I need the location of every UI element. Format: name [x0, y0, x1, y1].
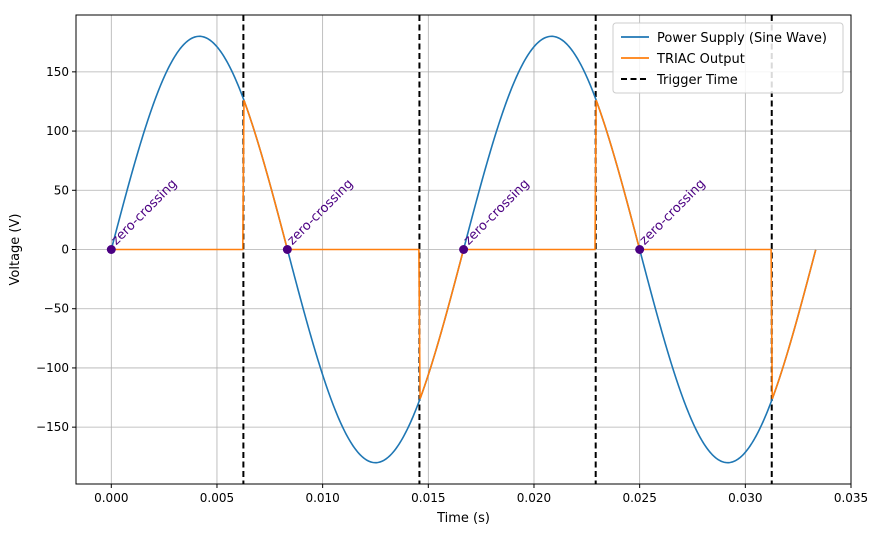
- x-tick-label: 0.005: [200, 491, 234, 505]
- zero-crossing-markers: zero-crossing zero-crossing zero-crossing z…: [106, 177, 709, 254]
- legend-label-trigger-time: Trigger Time: [656, 73, 738, 88]
- x-tick-label: 0.000: [94, 491, 128, 505]
- legend-box: [612, 22, 844, 94]
- legend: Power Supply (Sine Wave) TRIAC Output Tr…: [612, 22, 844, 94]
- zero-crossing-label: zero-crossing: [637, 177, 709, 249]
- y-tick-label: 100: [46, 124, 69, 138]
- y-tick-label: −50: [44, 302, 69, 316]
- zero-crossing-label: zero-crossing: [461, 177, 533, 249]
- zero-crossing-marker: [459, 245, 469, 254]
- zero-crossing-label: zero-crossing: [285, 177, 357, 249]
- x-tick-label: 0.025: [622, 491, 656, 505]
- y-tick-label: −100: [36, 361, 69, 375]
- x-tick-label: 0.010: [305, 491, 339, 505]
- y-tick-label: 150: [46, 65, 69, 79]
- zero-crossing-marker: [282, 245, 292, 254]
- y-axis-label: Voltage (V): [8, 214, 23, 286]
- x-tick-label: 0.020: [517, 491, 551, 505]
- zero-crossing-marker: [106, 245, 116, 254]
- legend-label-triac-output: TRIAC Output: [656, 52, 745, 67]
- legend-label-power-supply: Power Supply (Sine Wave): [657, 31, 827, 46]
- y-tick-label: 0: [61, 243, 69, 257]
- y-tick-label: −150: [36, 420, 69, 434]
- y-axis-ticks: −150 −100 −50 0 50 100 150: [36, 65, 76, 434]
- zero-crossing-label: zero-crossing: [109, 177, 181, 249]
- zero-crossing-marker: [635, 245, 645, 254]
- x-tick-label: 0.035: [834, 491, 868, 505]
- x-axis-ticks: 0.000 0.005 0.010 0.015 0.020 0.025 0.030 0.035: [94, 484, 868, 505]
- x-axis-label: Time (s): [436, 511, 490, 526]
- x-tick-label: 0.030: [728, 491, 762, 505]
- x-tick-label: 0.015: [411, 491, 445, 505]
- y-tick-label: 50: [54, 183, 69, 197]
